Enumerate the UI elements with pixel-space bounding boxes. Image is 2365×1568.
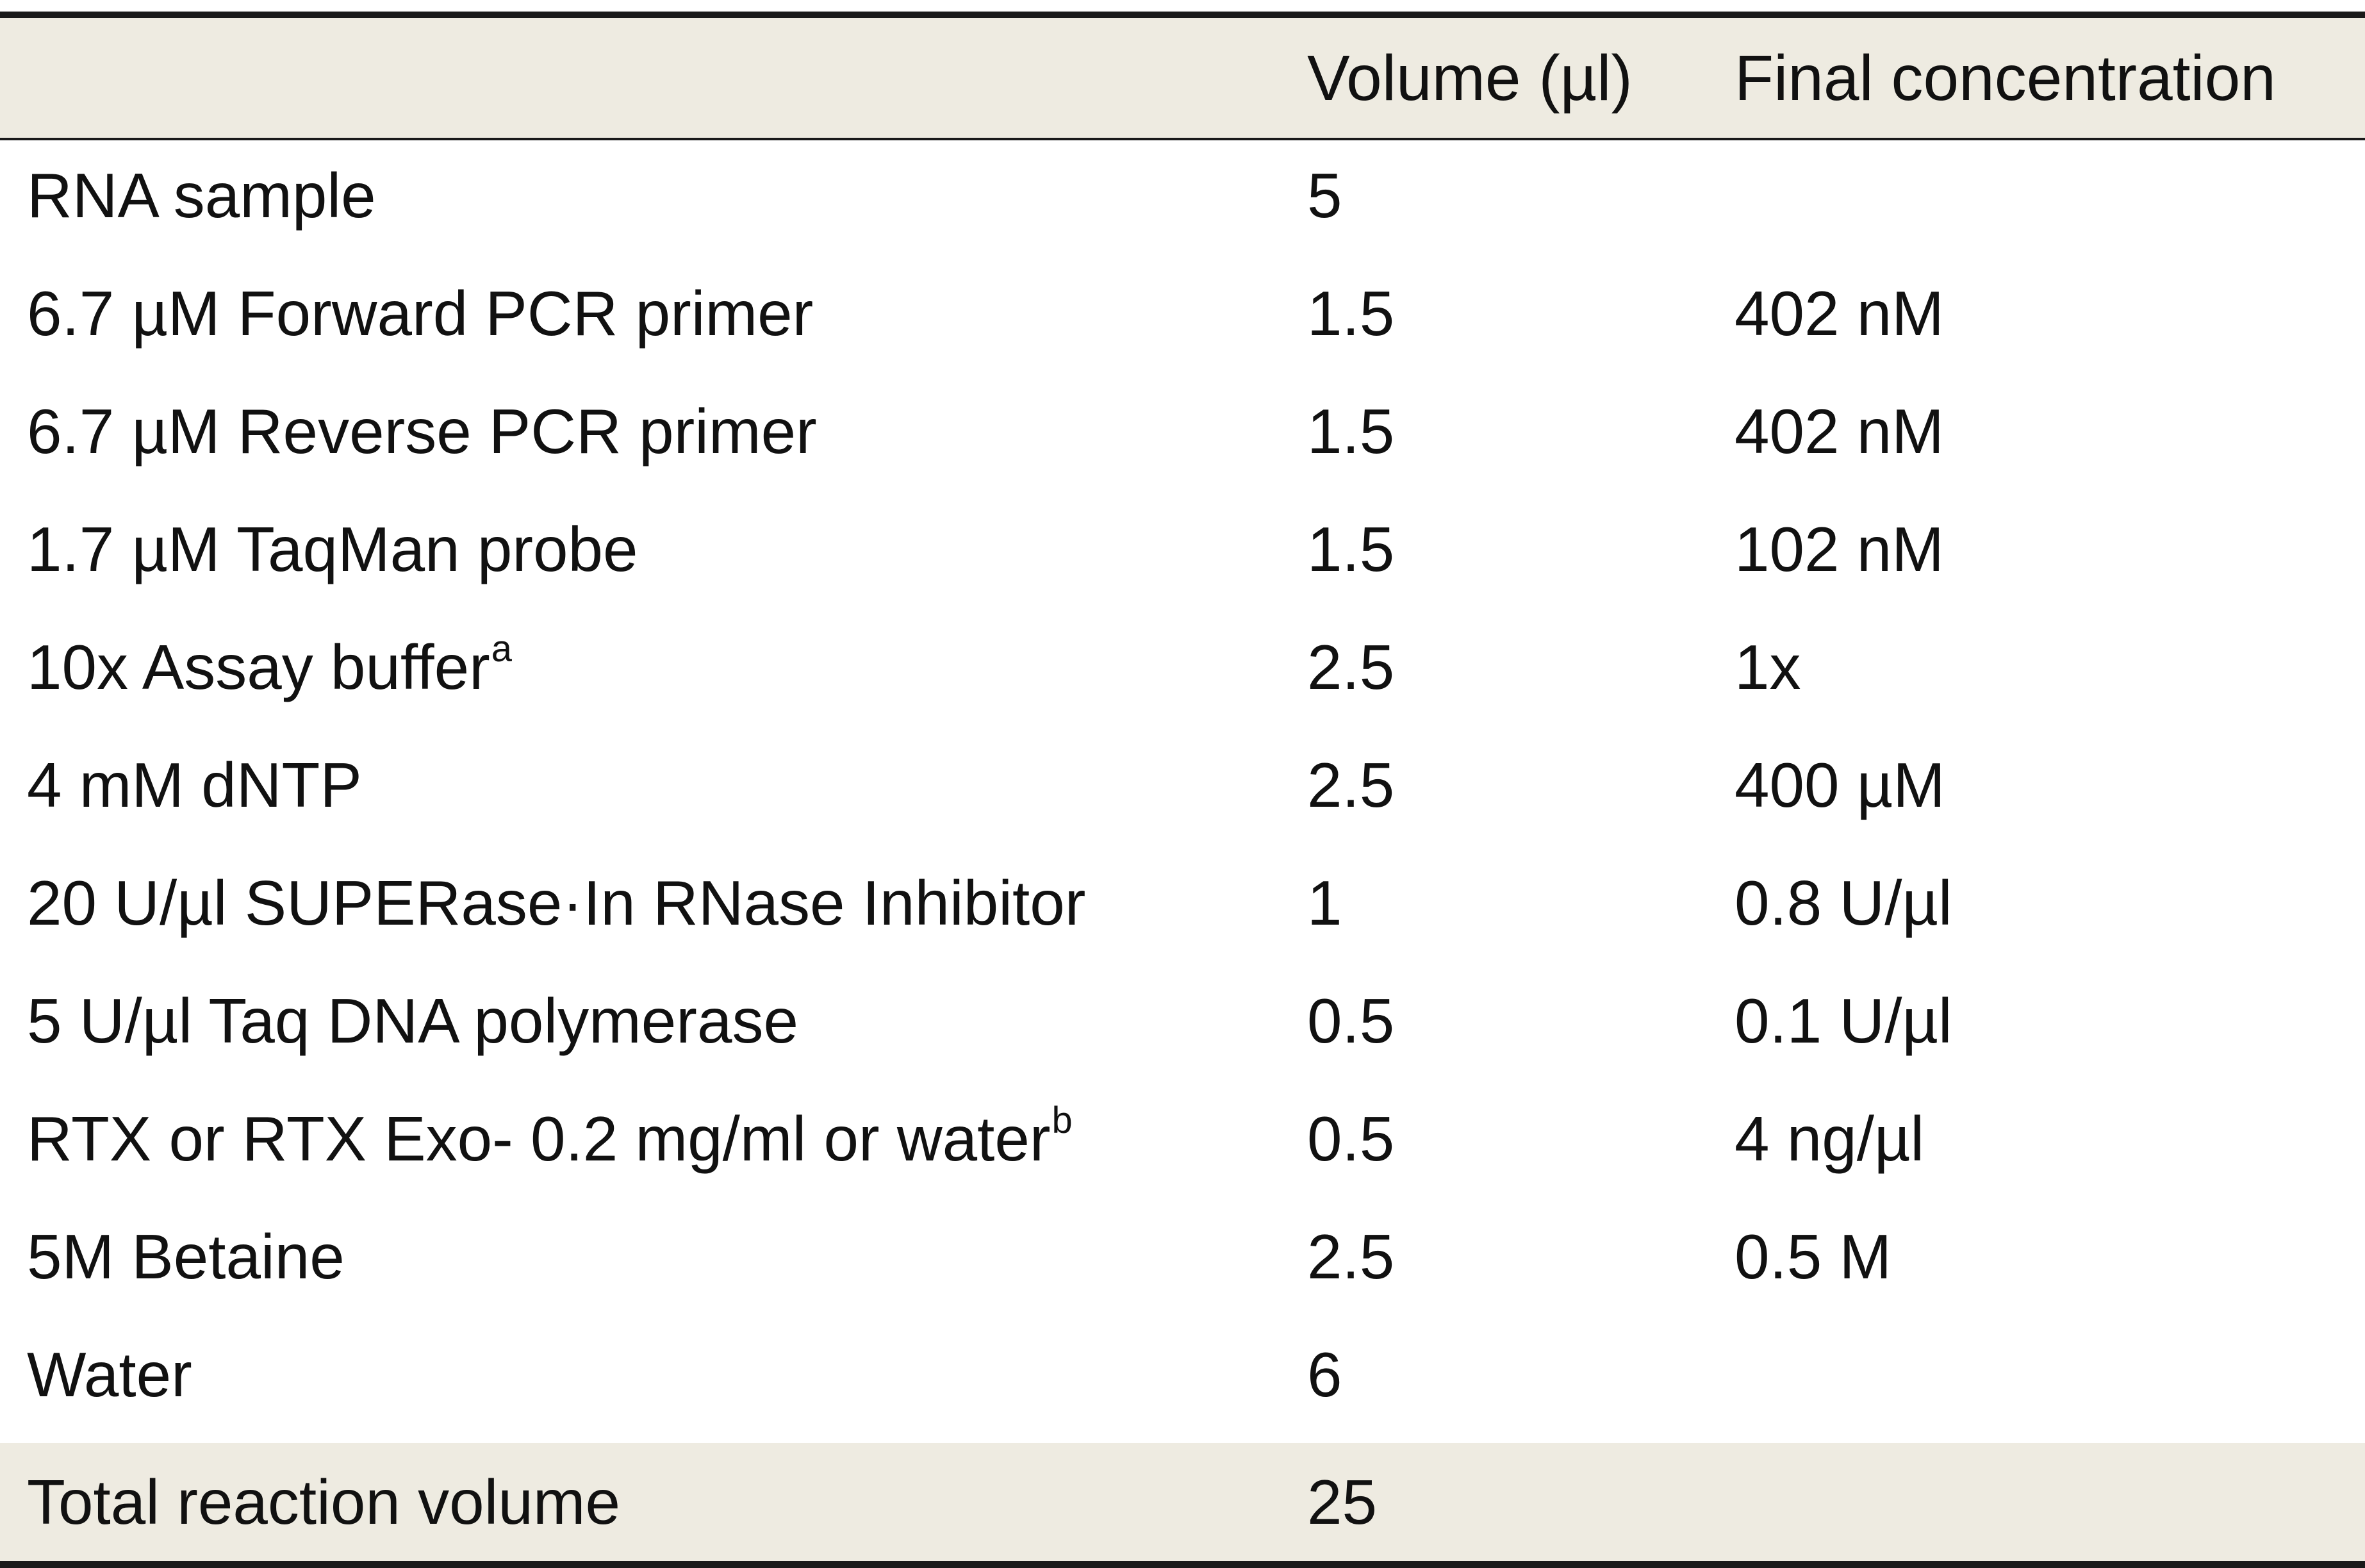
row-volume: 1 [1307, 868, 1342, 938]
row-final-concentration: 1x [1735, 632, 1801, 702]
row-volume: 1.5 [1307, 278, 1395, 349]
row-component: 6.7 µM Reverse PCR primer [27, 372, 817, 490]
row-component-text: Water [27, 1339, 192, 1410]
row-component: 20 U/µl SUPERase·In RNase Inhibitor [27, 844, 1085, 962]
row-component-text: 5M Betaine [27, 1221, 345, 1292]
row-volume: 5 [1307, 160, 1342, 231]
table-row: 20 U/µl SUPERase·In RNase Inhibitor 1 0.8 … [0, 844, 2365, 962]
row-volume: 0.5 [1307, 1103, 1395, 1174]
row-final-concentration: 0.8 U/µl [1735, 868, 1952, 938]
row-component-text: 5 U/µl Taq DNA polymerase [27, 986, 798, 1056]
table-row: 1.7 µM TaqMan probe 1.5 102 nM [0, 490, 2365, 608]
row-component: 4 mM dNTP [27, 726, 362, 844]
table-row: 6.7 µM Reverse PCR primer 1.5 402 nM [0, 372, 2365, 490]
row-volume: 0.5 [1307, 986, 1395, 1056]
row-component: 10x Assay buffer a [27, 608, 512, 726]
row-final-concentration: 4 ng/µl [1735, 1103, 1925, 1174]
row-final-concentration: 402 nM [1735, 278, 1944, 349]
table-row: 10x Assay buffer a 2.5 1x [0, 608, 2365, 726]
total-volume: 25 [1307, 1467, 1378, 1537]
table-bottom-rule [0, 1561, 2365, 1568]
header-final-concentration: Final concentration [1735, 42, 2276, 114]
table-row: 6.7 µM Forward PCR primer 1.5 402 nM [0, 254, 2365, 372]
row-volume: 1.5 [1307, 514, 1395, 584]
row-component: RNA sample [27, 136, 376, 254]
row-component-text: 1.7 µM TaqMan probe [27, 514, 638, 584]
row-component-text: 6.7 µM Forward PCR primer [27, 278, 814, 349]
footnote-marker: a [491, 628, 513, 670]
row-volume: 6 [1307, 1339, 1342, 1410]
row-component: RTX or RTX Exo- 0.2 mg/ml or water b [27, 1080, 1073, 1198]
header-volume: Volume (µl) [1307, 42, 1633, 114]
row-component-text: 4 mM dNTP [27, 750, 362, 820]
row-component-text: 6.7 µM Reverse PCR primer [27, 396, 817, 466]
row-final-concentration: 402 nM [1735, 396, 1944, 466]
row-volume: 2.5 [1307, 750, 1395, 820]
table-top-rule [0, 12, 2365, 18]
table-row: Water 6 [0, 1316, 2365, 1433]
row-component-text: 20 U/µl SUPERase·In RNase Inhibitor [27, 868, 1086, 938]
row-component: 5 U/µl Taq DNA polymerase [27, 962, 798, 1080]
row-final-concentration: 400 µM [1735, 750, 1945, 820]
row-final-concentration: 0.1 U/µl [1735, 986, 1952, 1056]
table-row: RNA sample 5 [0, 136, 2365, 254]
row-component: Water [27, 1316, 192, 1433]
table-row: 5M Betaine 2.5 0.5 M [0, 1198, 2365, 1316]
total-component: Total reaction volume [27, 1467, 621, 1537]
total-row: Total reaction volume 25 [0, 1443, 2365, 1561]
row-component-text: 10x Assay buffer [27, 632, 490, 702]
row-volume: 1.5 [1307, 396, 1395, 466]
header-rule [0, 138, 2365, 140]
footnote-marker: b [1051, 1100, 1073, 1141]
table-row: 4 mM dNTP 2.5 400 µM [0, 726, 2365, 844]
row-volume: 2.5 [1307, 1221, 1395, 1292]
row-component: 1.7 µM TaqMan probe [27, 490, 638, 608]
row-component-text: RNA sample [27, 160, 376, 231]
table-row: 5 U/µl Taq DNA polymerase 0.5 0.1 U/µl [0, 962, 2365, 1080]
row-component: 6.7 µM Forward PCR primer [27, 254, 813, 372]
row-volume: 2.5 [1307, 632, 1395, 702]
row-final-concentration: 0.5 M [1735, 1221, 1892, 1292]
row-component-text: RTX or RTX Exo- 0.2 mg/ml or water [27, 1103, 1051, 1174]
row-final-concentration: 102 nM [1735, 514, 1944, 584]
table-row: RTX or RTX Exo- 0.2 mg/ml or water b 0.5 4 … [0, 1080, 2365, 1198]
row-component: 5M Betaine [27, 1198, 345, 1316]
table-header-row: Volume (µl) Final concentration [0, 18, 2365, 138]
